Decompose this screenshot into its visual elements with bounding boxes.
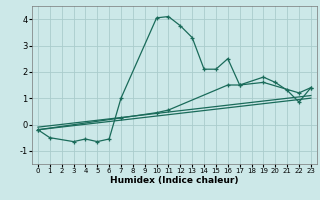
X-axis label: Humidex (Indice chaleur): Humidex (Indice chaleur) — [110, 176, 239, 185]
